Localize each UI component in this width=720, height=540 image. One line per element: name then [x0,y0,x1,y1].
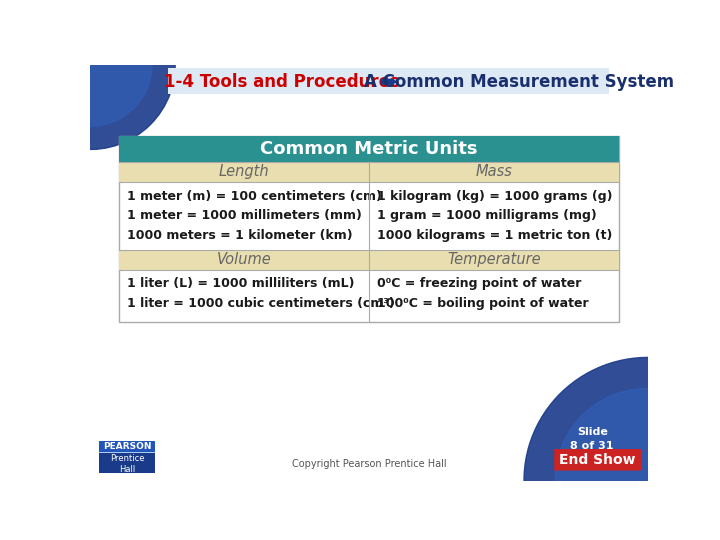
Bar [99,441,155,453]
Wedge shape [83,57,175,150]
Text: A Common Measurement System: A Common Measurement System [364,73,674,91]
Text: PEARSON: PEARSON [103,442,151,451]
Text: 1 meter (m) = 100 centimeters (cm)
1 meter = 1000 millimeters (mm)
1000 meters =: 1 meter (m) = 100 centimeters (cm) 1 met… [127,190,382,241]
Wedge shape [84,59,152,126]
Polygon shape [381,78,397,85]
Bar [120,136,618,162]
Text: Length: Length [219,164,269,179]
FancyBboxPatch shape [554,449,641,470]
Text: Volume: Volume [217,252,271,267]
Text: 1-4 Tools and Procedures: 1-4 Tools and Procedures [164,73,400,91]
Text: Common Metric Units: Common Metric Units [260,140,478,158]
Bar [120,162,369,182]
Bar [168,68,609,94]
Text: 1 kilogram (kg) = 1000 grams (g)
1 gram = 1000 milligrams (mg)
1000 kilograms = : 1 kilogram (kg) = 1000 grams (g) 1 gram … [377,190,612,241]
Bar [369,249,618,269]
Bar [120,136,618,322]
Text: End Show: End Show [559,453,636,467]
Text: Copyright Pearson Prentice Hall: Copyright Pearson Prentice Hall [292,458,446,469]
Bar [369,162,618,182]
Text: 0⁰C = freezing point of water
100⁰C = boiling point of water: 0⁰C = freezing point of water 100⁰C = bo… [377,278,588,310]
Text: 1 liter (L) = 1000 milliliters (mL)
1 liter = 1000 cubic centimeters (cm³): 1 liter (L) = 1000 milliliters (mL) 1 li… [127,278,395,310]
Text: Prentice
Hall: Prentice Hall [110,454,145,474]
Wedge shape [555,388,656,497]
Text: Mass: Mass [475,164,512,179]
Wedge shape [524,357,659,502]
Text: Temperature: Temperature [447,252,541,267]
Bar [99,452,155,453]
Bar [99,441,155,473]
Text: Slide
8 of 31: Slide 8 of 31 [570,428,614,450]
Bar [120,249,369,269]
